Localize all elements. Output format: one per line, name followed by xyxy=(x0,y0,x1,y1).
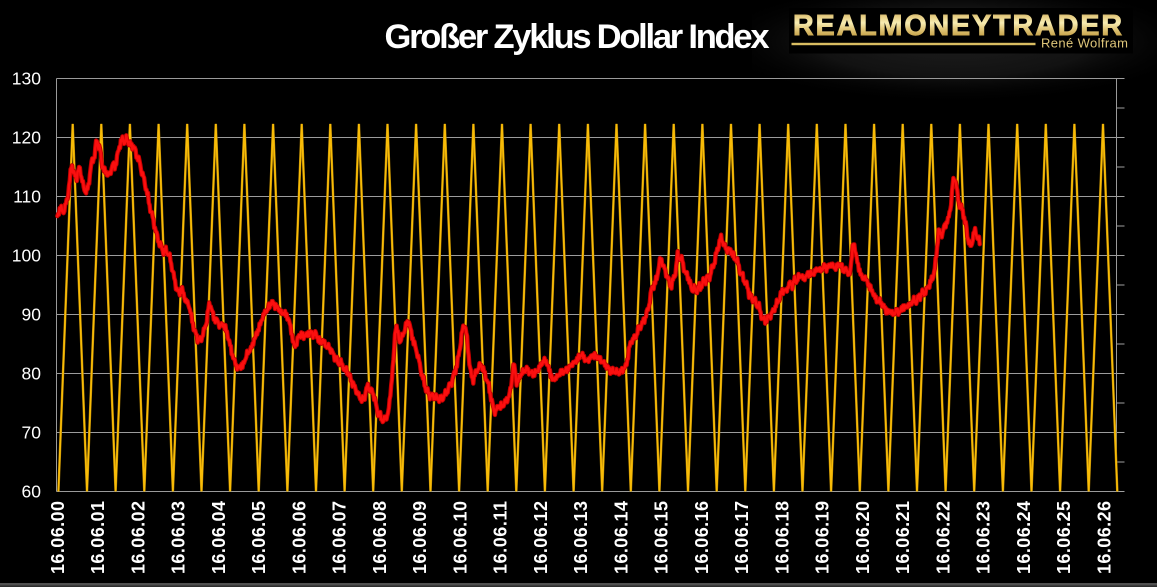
svg-text:16.06.13: 16.06.13 xyxy=(571,501,591,574)
svg-text:60: 60 xyxy=(22,482,42,502)
svg-text:16.06.16: 16.06.16 xyxy=(692,501,712,574)
svg-text:16.06.23: 16.06.23 xyxy=(974,501,994,574)
svg-text:16.06.07: 16.06.07 xyxy=(330,501,350,574)
svg-text:16.06.10: 16.06.10 xyxy=(450,501,470,574)
svg-text:70: 70 xyxy=(22,423,42,443)
svg-text:16.06.17: 16.06.17 xyxy=(732,501,752,574)
svg-text:16.06.01: 16.06.01 xyxy=(88,501,108,574)
svg-text:16.06.20: 16.06.20 xyxy=(853,501,873,574)
svg-text:16.06.21: 16.06.21 xyxy=(893,501,913,574)
svg-text:80: 80 xyxy=(22,364,42,384)
svg-text:16.06.12: 16.06.12 xyxy=(531,501,551,574)
svg-text:16.06.09: 16.06.09 xyxy=(410,501,430,574)
svg-text:16.06.22: 16.06.22 xyxy=(933,501,953,574)
svg-text:16.06.14: 16.06.14 xyxy=(611,501,631,574)
svg-text:16.06.19: 16.06.19 xyxy=(813,501,833,574)
svg-text:16.06.03: 16.06.03 xyxy=(169,501,189,574)
svg-text:REALMONEYTRADER: REALMONEYTRADER xyxy=(793,10,1122,42)
svg-text:16.06.05: 16.06.05 xyxy=(249,501,269,574)
svg-text:16.06.26: 16.06.26 xyxy=(1094,501,1114,574)
svg-text:120: 120 xyxy=(12,128,41,148)
svg-text:100: 100 xyxy=(12,246,41,266)
svg-text:16.06.00: 16.06.00 xyxy=(48,501,68,574)
svg-text:Großer Zyklus Dollar Index: Großer Zyklus Dollar Index xyxy=(385,18,770,56)
svg-text:16.06.18: 16.06.18 xyxy=(772,501,792,574)
svg-text:90: 90 xyxy=(22,305,42,325)
svg-text:16.06.02: 16.06.02 xyxy=(128,501,148,574)
svg-text:16.06.24: 16.06.24 xyxy=(1014,501,1034,574)
svg-text:130: 130 xyxy=(12,69,41,89)
svg-text:16.06.11: 16.06.11 xyxy=(491,501,511,574)
svg-text:16.06.06: 16.06.06 xyxy=(289,501,309,574)
svg-text:René Wolfram: René Wolfram xyxy=(1041,36,1128,51)
svg-text:16.06.15: 16.06.15 xyxy=(652,501,672,574)
svg-text:16.06.08: 16.06.08 xyxy=(370,501,390,574)
svg-text:110: 110 xyxy=(13,187,41,207)
svg-text:16.06.25: 16.06.25 xyxy=(1054,501,1074,574)
svg-text:16.06.04: 16.06.04 xyxy=(209,501,229,574)
